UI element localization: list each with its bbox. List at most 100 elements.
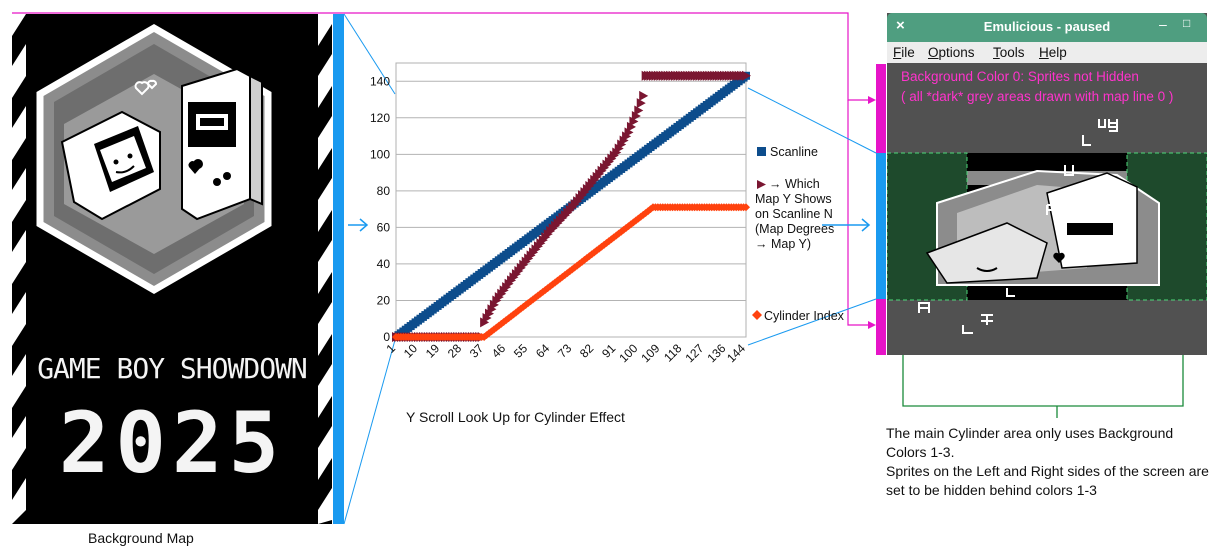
- legend-scanline: Scanline: [770, 145, 818, 159]
- console-right-icon: [181, 67, 263, 221]
- legend-which-map-y: → Which Map Y Shows on Scanline N (Map D…: [755, 177, 835, 251]
- menu-file[interactable]: File: [893, 45, 915, 60]
- data-point: [480, 317, 490, 328]
- background-map-caption: Background Map: [88, 530, 194, 546]
- data-point: [619, 135, 629, 146]
- data-point: [607, 235, 616, 244]
- chart-caption: Y Scroll Look Up for Cylinder Effect: [406, 409, 625, 425]
- data-point: [565, 267, 574, 276]
- side-stripes: [12, 14, 332, 524]
- legend-cylinder-marker: [752, 310, 762, 320]
- menu-options[interactable]: Options: [928, 45, 975, 60]
- data-point: [629, 116, 639, 127]
- data-point: [482, 313, 492, 324]
- cylinder-explanation-line2: Sprites on the Left and Right sides of t…: [886, 463, 1209, 498]
- y-tick-label: 0: [383, 330, 390, 344]
- data-point: [631, 110, 641, 121]
- data-point: [612, 147, 622, 158]
- x-tick-label: 37: [467, 341, 487, 361]
- data-point: [636, 98, 646, 109]
- x-tick-label: 73: [555, 341, 575, 361]
- data-point: [622, 131, 632, 142]
- data-point: [614, 143, 624, 154]
- chart-y-ticks: 0 20 40 60 80 100 120 140: [370, 74, 390, 344]
- chart-series: [392, 70, 751, 342]
- y-tick-label: 40: [377, 257, 391, 271]
- data-point: [639, 90, 649, 101]
- cylinder-explanation-line1: The main Cylinder area only uses Backgro…: [886, 425, 1174, 460]
- data-point: [558, 272, 567, 281]
- data-point: [548, 280, 557, 289]
- x-tick-label: 100: [616, 341, 640, 365]
- y-scroll-chart: 0 20 40 60 80 100 120 140 1 10 19 28 37 46 55 64 73 82 91…: [370, 62, 751, 365]
- map-year: 2025: [58, 394, 286, 492]
- menu-tools[interactable]: Tools: [993, 45, 1025, 60]
- close-icon[interactable]: ×: [896, 17, 905, 34]
- legend-scanline-marker: [757, 147, 766, 156]
- emulator-title: Emulicious - paused: [983, 19, 1111, 34]
- x-tick-label: 109: [638, 341, 662, 365]
- data-point: [487, 304, 497, 315]
- data-point: [626, 121, 636, 132]
- emulator-titlebar: × Emulicious - paused ‒ □: [887, 13, 1207, 42]
- y-tick-label: 120: [370, 111, 390, 125]
- data-point: [482, 331, 491, 340]
- data-point: [507, 312, 516, 321]
- background-map-art: [12, 14, 332, 524]
- x-tick-label: 1: [383, 341, 398, 356]
- menu-help[interactable]: Help: [1039, 45, 1067, 60]
- data-point: [516, 304, 525, 313]
- data-point: [485, 308, 495, 319]
- background-map: GAME BOY SHOWDOWN 2025: [12, 14, 332, 524]
- emulator-game-art: [887, 119, 1207, 334]
- y-tick-label: 80: [377, 184, 391, 198]
- data-point: [590, 248, 599, 257]
- data-point: [597, 242, 606, 251]
- minimize-icon[interactable]: ‒: [1159, 16, 1167, 32]
- x-tick-label: 64: [533, 341, 553, 361]
- x-tick-label: 10: [401, 341, 421, 361]
- heart-icon: [134, 81, 150, 96]
- data-point: [604, 237, 613, 246]
- emulator-screen: Background Color 0: Sprites not Hidden (…: [887, 63, 1207, 355]
- data-point: [634, 105, 644, 116]
- cylinder-explanation: The main Cylinder area only uses Backgro…: [886, 424, 1216, 500]
- legend-which-marker: [757, 180, 766, 189]
- x-tick-label: 82: [577, 341, 597, 361]
- data-point: [580, 255, 589, 264]
- data-point: [551, 278, 560, 287]
- magenta-connector: [12, 12, 870, 101]
- data-point: [489, 299, 499, 310]
- console-left-icon: [60, 110, 161, 221]
- note-background-color-0: Background Color 0: Sprites not Hidden: [901, 69, 1139, 84]
- data-point: [570, 263, 579, 272]
- x-tick-label: 55: [511, 341, 531, 361]
- y-tick-label: 100: [370, 147, 390, 161]
- data-point: [742, 203, 750, 212]
- x-tick-label: 28: [445, 341, 465, 361]
- series-2: [392, 203, 750, 341]
- data-point: [622, 223, 631, 232]
- heart-icon-dark: [188, 161, 202, 174]
- scanline-bar-right: [876, 153, 886, 299]
- data-point: [614, 229, 623, 238]
- data-point: [499, 317, 508, 326]
- data-point: [509, 310, 518, 319]
- note-dark-grey-areas: ( all *dark* grey areas drawn with map l…: [901, 89, 1174, 104]
- emulator-window: × Emulicious - paused ‒ □ File Options T…: [887, 13, 1207, 355]
- x-tick-label: 46: [489, 341, 509, 361]
- x-tick-label: 91: [599, 341, 619, 361]
- y-tick-label: 20: [377, 293, 391, 307]
- x-tick-label: 19: [423, 341, 443, 361]
- maximize-icon[interactable]: □: [1183, 16, 1191, 30]
- data-point: [742, 70, 751, 81]
- map-title: GAME BOY SHOWDOWN: [37, 352, 308, 385]
- data-point: [524, 299, 533, 308]
- x-tick-label: 144: [724, 341, 748, 365]
- data-point: [600, 240, 609, 249]
- data-point: [641, 208, 650, 217]
- green-bracket: [902, 350, 1184, 407]
- scanline-bar-left: [333, 14, 344, 524]
